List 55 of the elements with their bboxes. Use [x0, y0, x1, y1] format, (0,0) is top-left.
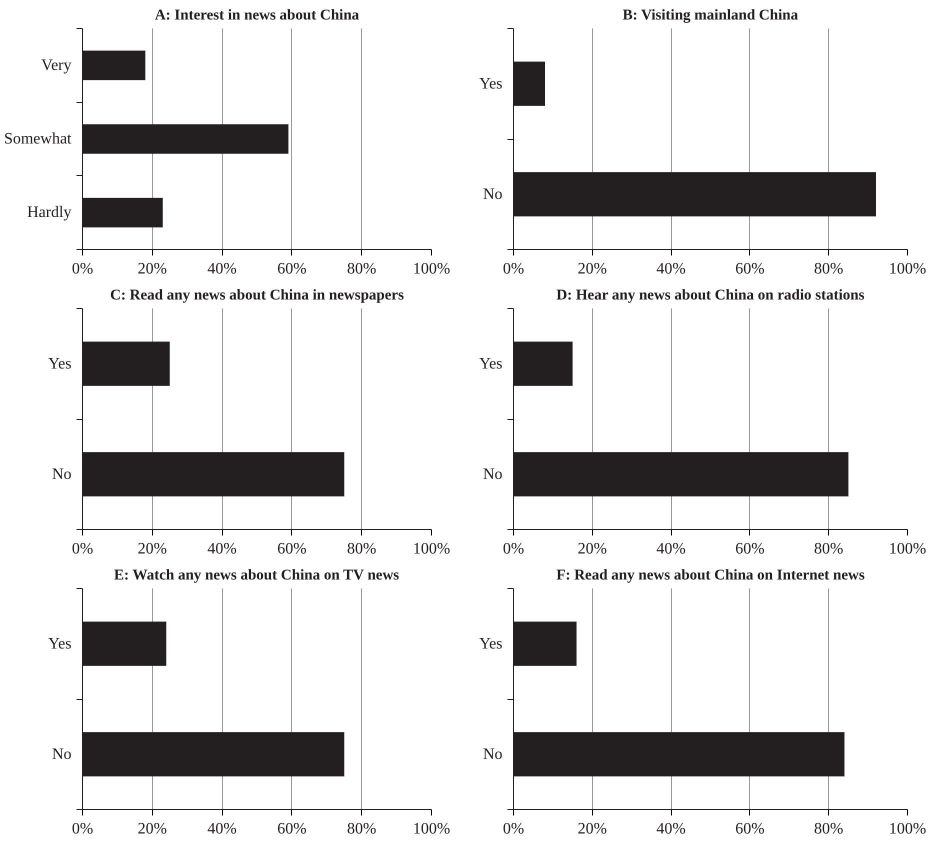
x-tick-label: 60%: [735, 540, 765, 558]
x-tick-label: 0%: [502, 260, 524, 278]
x-tick-label: 40%: [207, 820, 237, 838]
y-tick-label: Yes: [479, 635, 502, 652]
x-tick-label: 40%: [656, 820, 686, 838]
x-tick-label: 100%: [412, 820, 450, 838]
x-tick-label: 20%: [578, 820, 607, 838]
x-tick-label: 20%: [138, 540, 167, 558]
y-tick-label: Yes: [479, 75, 502, 92]
chart-title: D: Hear any news about China on radio stations: [556, 288, 865, 304]
x-tick-label: 0%: [72, 540, 94, 558]
chart-title: F: Read any news about China on Internet news: [556, 568, 865, 584]
x-tick-label: 20%: [578, 540, 607, 558]
chart-title: C: Read any news about China in newspapers: [110, 288, 404, 304]
y-tick-label: Hardly: [27, 204, 72, 222]
x-tick-label: 40%: [656, 260, 686, 278]
x-tick-label: 20%: [138, 260, 167, 278]
x-tick-label: 40%: [207, 540, 237, 558]
x-tick-label: 80%: [347, 820, 376, 838]
x-tick-label: 60%: [735, 260, 765, 278]
y-tick-label: Very: [41, 56, 72, 74]
chart-title: E: Watch any news about China on TV news: [114, 568, 400, 584]
y-tick-label: Yes: [48, 635, 72, 652]
y-tick-label: Yes: [48, 355, 72, 372]
x-tick-label: 60%: [735, 820, 765, 838]
x-tick-label: 100%: [412, 260, 450, 278]
x-tick-label: 0%: [72, 260, 94, 278]
x-tick-label: 60%: [277, 820, 307, 838]
x-tick-label: 100%: [412, 540, 450, 558]
x-tick-label: 80%: [814, 820, 844, 838]
y-tick-label: Yes: [479, 355, 502, 372]
x-tick-label: 40%: [656, 540, 686, 558]
x-tick-label: 40%: [207, 260, 237, 278]
x-tick-label: 0%: [72, 820, 94, 838]
y-tick-label: Somewhat: [4, 130, 72, 148]
y-tick-label: No: [482, 746, 503, 763]
x-tick-label: 80%: [347, 540, 376, 558]
chart-title: A: Interest in news about China: [154, 8, 360, 24]
x-tick-label: 0%: [502, 820, 524, 838]
x-tick-label: 60%: [277, 260, 307, 278]
x-tick-label: 60%: [277, 540, 307, 558]
x-tick-label: 20%: [578, 260, 607, 278]
x-tick-label: 100%: [888, 540, 926, 558]
x-tick-label: 80%: [347, 260, 376, 278]
y-tick-label: No: [52, 746, 72, 763]
y-tick-label: No: [482, 466, 503, 483]
y-tick-label: No: [52, 466, 72, 483]
x-tick-label: 20%: [138, 820, 167, 838]
chart-title: B: Visiting mainland China: [622, 8, 799, 24]
y-tick-label: No: [482, 186, 503, 203]
x-tick-label: 0%: [502, 540, 524, 558]
x-tick-label: 100%: [888, 820, 926, 838]
x-tick-label: 100%: [888, 260, 926, 278]
x-tick-label: 80%: [814, 260, 844, 278]
x-tick-label: 80%: [814, 540, 844, 558]
